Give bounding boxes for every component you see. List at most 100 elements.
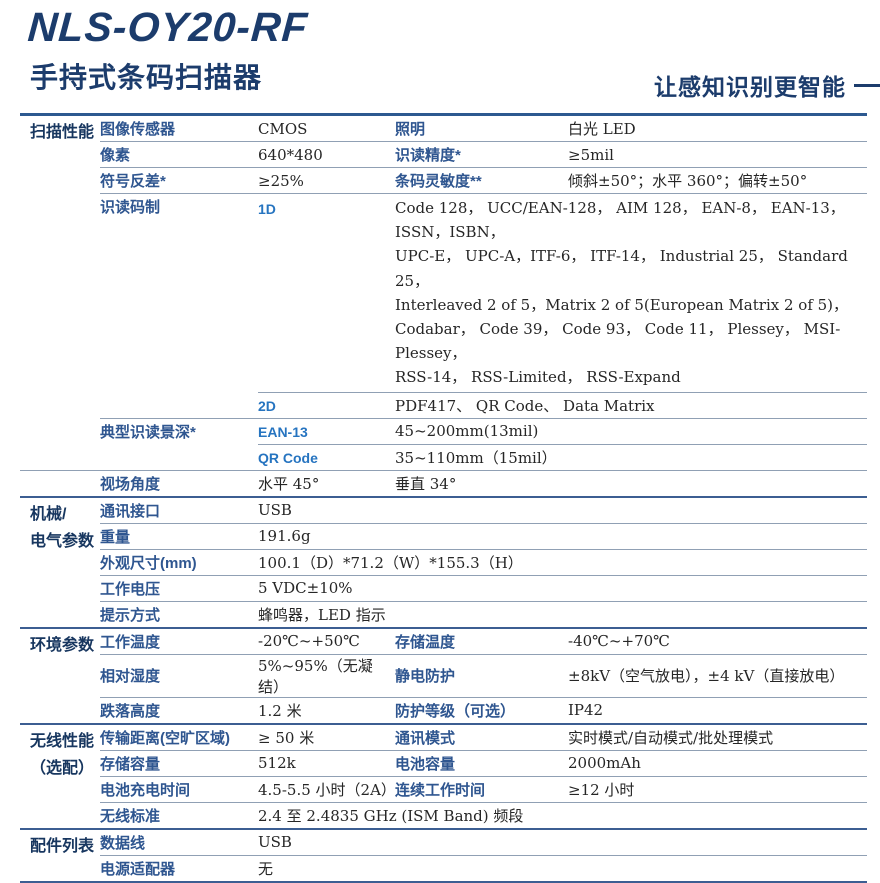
spec-row: 提示方式 蜂鸣器，LED 指示: [100, 602, 867, 627]
row-divider: [100, 749, 867, 751]
row-divider: [100, 548, 867, 550]
slogan-wrap: 让感知识别更智能: [654, 68, 880, 102]
spec-row: QR Code 35~110mm（15mil）: [100, 445, 867, 470]
row-divider: [100, 653, 867, 655]
spec-section: 机械/电气参数 通讯接口 USB 重量 191.6g 外观尺寸(mm) 100.1（D）*7…: [20, 498, 867, 629]
spec-label: 识读精度*: [395, 147, 461, 164]
section-title: 无线性能 （选配）: [30, 732, 95, 777]
spec-label: 通讯模式: [395, 729, 456, 747]
spec-label: 数据线: [100, 834, 146, 852]
row-divider: [100, 167, 867, 168]
spec-key: 1D: [258, 201, 276, 217]
spec-value: 512k: [258, 754, 296, 773]
row-divider: [100, 522, 867, 524]
spec-key: EAN-13: [258, 423, 308, 440]
spec-value: 白光 LED: [568, 120, 636, 138]
spec-label: 静电防护: [395, 668, 456, 686]
spec-label: 通讯接口: [100, 502, 161, 520]
row-divider: [20, 880, 867, 883]
spec-row: 通讯接口 USB: [100, 498, 867, 523]
spec-label: 图像传感器: [100, 121, 176, 138]
spec-key: 2D: [258, 397, 276, 414]
spec-row: 电源适配器 无: [100, 856, 867, 881]
header: NLS-OY20-RF 手持式条码扫描器 让感知识别更智能: [0, 0, 880, 113]
section-title: 机械/电气参数: [30, 505, 95, 550]
spec-label: 传输距离(空旷区域): [100, 729, 230, 747]
spec-value: 191.6g: [258, 527, 311, 546]
spec-row: 识读码制 1D Code 128， UCC/EAN-128， AIM 128， EA…: [100, 194, 867, 392]
spec-label: 重量: [100, 528, 131, 546]
spec-value: 无: [258, 859, 274, 878]
spec-row: 视场角度 水平 45° 垂直 34°: [100, 471, 867, 496]
spec-value: USB: [258, 833, 292, 852]
spec-row: 跌落高度 1.2 米 防护等级（可选） IP42: [100, 698, 867, 723]
spec-section: 配件列表 数据线 USB 电源适配器 无: [20, 830, 867, 883]
spec-label: 外观尺寸(mm): [100, 554, 197, 572]
row-divider: [258, 443, 867, 445]
slogan-text: 让感知识别更智能: [654, 74, 846, 100]
spec-value: 640*480: [258, 145, 323, 164]
spec-label: 视场角度: [100, 475, 161, 493]
spec-value: 35~110mm（15mil）: [395, 448, 557, 467]
spec-row: 工作电压 5 VDC±10%: [100, 576, 867, 601]
spec-value: 5%~95%（无凝结）: [258, 656, 373, 696]
row-divider: [20, 722, 867, 725]
spec-value: 水平 45°: [258, 474, 320, 493]
spec-row: 无线标准 2.4 至 2.4835 GHz (ISM Band) 频段: [100, 803, 867, 828]
spec-label: 像素: [100, 147, 131, 164]
product-model-title: NLS-OY20-RF: [26, 4, 310, 50]
spec-label: 照明: [395, 121, 426, 138]
spec-row: 数据线 USB: [100, 830, 867, 855]
section-title: 配件列表: [30, 837, 95, 855]
spec-label: 典型识读景深*: [100, 423, 196, 441]
spec-value: 垂直 34°: [395, 474, 457, 493]
spec-value: 5 VDC±10%: [258, 579, 353, 598]
spec-value: 45~200mm(13mil): [395, 422, 539, 441]
spec-row: 存储容量 512k 电池容量 2000mAh: [100, 751, 867, 776]
spec-label: 提示方式: [100, 606, 161, 624]
spec-row: 相对湿度 5%~95%（无凝结） 静电防护 ±8kV（空气放电），±4 kV（直接放电…: [100, 655, 867, 697]
spec-label: 存储容量: [100, 755, 161, 773]
spec-row: 2D PDF417、 QR Code、 Data Matrix: [100, 393, 867, 418]
spec-row: 电池充电时间 4.5-5.5 小时（2A） 连续工作时间 ≥12 小时: [100, 777, 867, 802]
spec-value: 1.2 米: [258, 701, 302, 720]
spec-key: QR Code: [258, 449, 318, 466]
row-divider: [100, 696, 867, 698]
spec-label: 条码灵敏度**: [395, 173, 482, 190]
spec-row: 工作温度 -20℃~+50℃ 存储温度 -40℃~+70℃: [100, 629, 867, 654]
slogan-dash-rule: [854, 83, 880, 87]
row-divider: [100, 193, 867, 194]
spec-label: 防护等级（可选）: [395, 702, 516, 720]
spec-value: ≥25%: [258, 171, 304, 190]
spec-value: CMOS: [258, 119, 308, 138]
spec-value: -40℃~+70℃: [568, 632, 670, 651]
spec-label: 存储温度: [395, 633, 456, 651]
spec-label: 连续工作时间: [395, 781, 486, 799]
spec-label: 相对湿度: [100, 668, 161, 686]
spec-row: 图像传感器 CMOS 照明 白光 LED: [100, 116, 867, 141]
spec-value: 2000mAh: [568, 754, 641, 773]
spec-value: ±8kV（空气放电），±4 kV（直接放电）: [568, 667, 845, 686]
spec-row: 外观尺寸(mm) 100.1（D）*71.2（W）*155.3（H）: [100, 550, 867, 575]
spec-label: 符号反差*: [100, 173, 166, 190]
section-title: 扫描性能: [30, 124, 95, 141]
row-divider: [100, 141, 867, 142]
row-divider: [100, 600, 867, 602]
spec-row: 传输距离(空旷区域) ≥ 50 米 通讯模式 实时模式/自动模式/批处理模式: [100, 725, 867, 750]
spec-value: 100.1（D）*71.2（W）*155.3（H）: [258, 553, 523, 572]
spec-label: 电池充电时间: [100, 781, 191, 799]
row-divider: [100, 417, 867, 419]
row-divider: [20, 469, 867, 471]
spec-label: 跌落高度: [100, 702, 161, 720]
spec-value: -20℃~+50℃: [258, 632, 360, 651]
spec-label: 工作电压: [100, 580, 161, 598]
row-divider: [100, 775, 867, 777]
spec-value: IP42: [568, 701, 604, 720]
spec-value: ≥12 小时: [568, 780, 635, 799]
row-divider: [20, 495, 867, 498]
row-divider: [100, 574, 867, 576]
spec-label: 识读码制: [100, 199, 161, 216]
spec-table: 扫描性能 图像传感器 CMOS 照明 白光 LED 像素 640*480 识读精度* ≥5mil…: [20, 113, 867, 883]
spec-label: 无线标准: [100, 807, 161, 825]
